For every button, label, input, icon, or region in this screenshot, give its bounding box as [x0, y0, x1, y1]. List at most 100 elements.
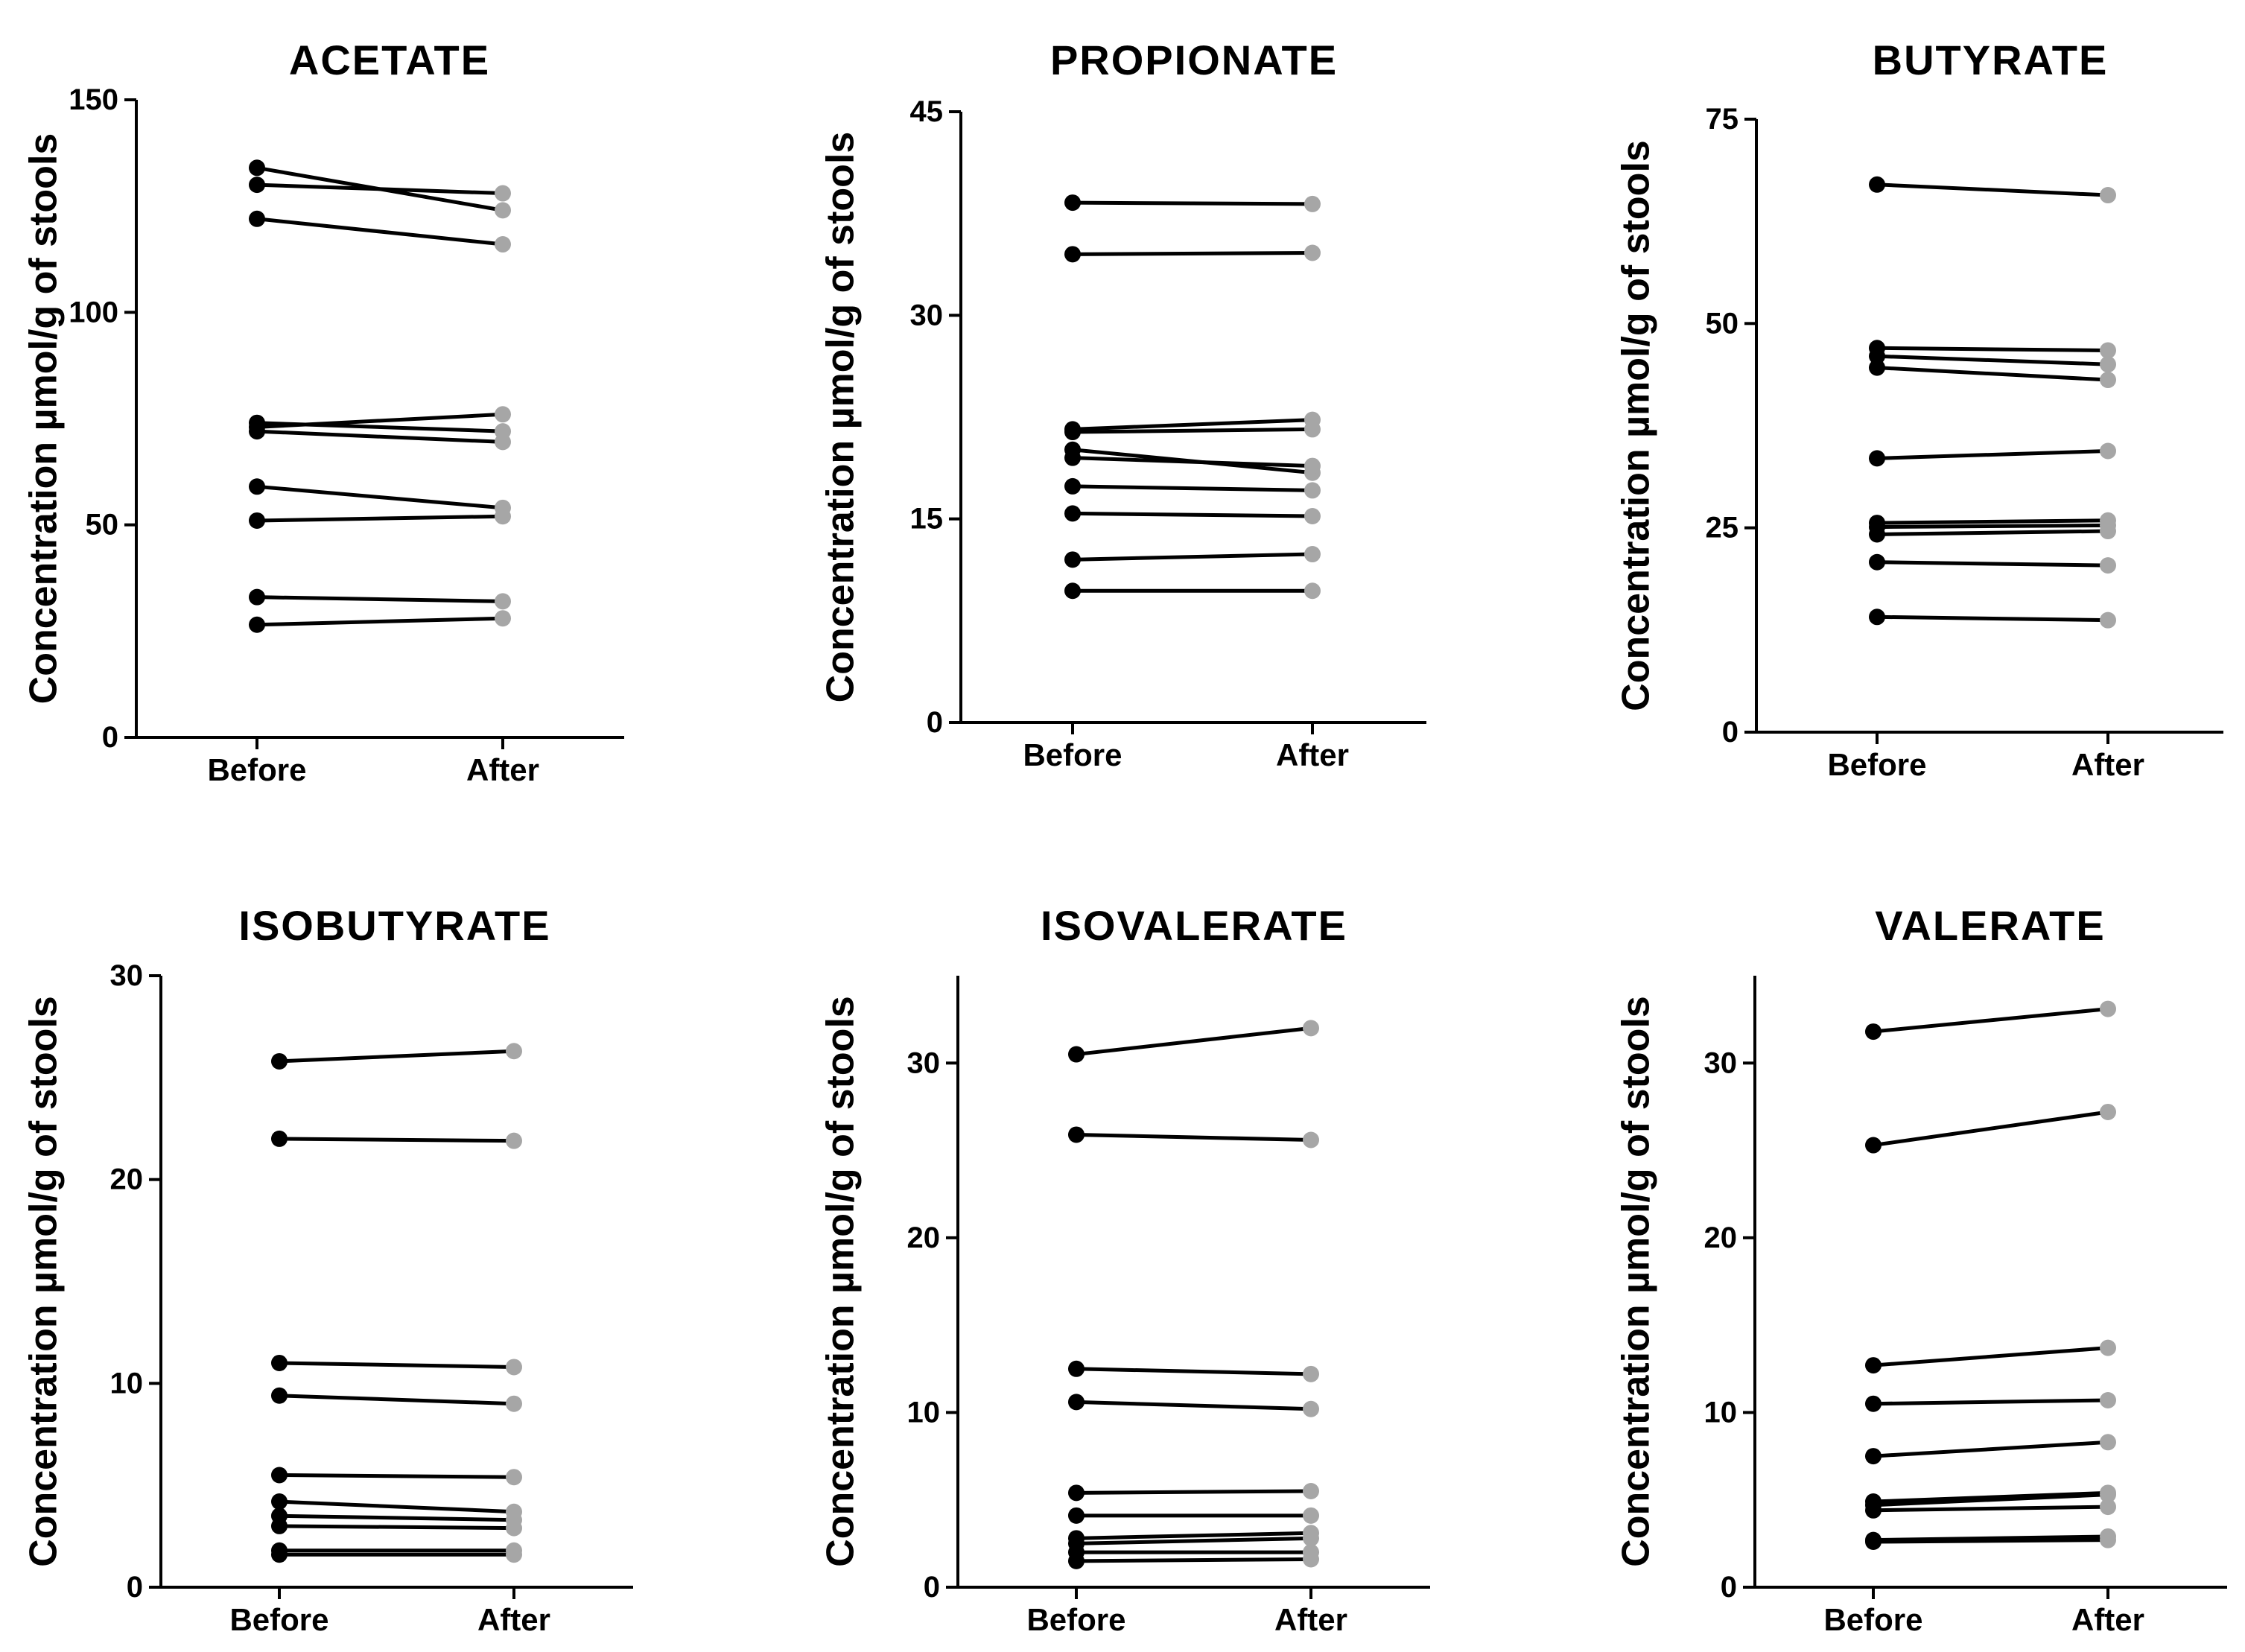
after-point [506, 1546, 522, 1563]
x-tick-label: After [2071, 1602, 2144, 1637]
before-point [1869, 450, 1885, 467]
before-point [1068, 1126, 1085, 1143]
y-axis-label: Concentration µmol/g of stools [819, 132, 863, 703]
before-point [249, 210, 265, 227]
before-point [271, 1354, 288, 1371]
series-line [1076, 1026, 1312, 1057]
after-point [1303, 1551, 1319, 1568]
chart-title: ACETATE [289, 36, 490, 83]
series-line [256, 616, 504, 627]
series-line [256, 429, 504, 444]
series-line [1873, 1398, 2109, 1406]
after-point [2100, 523, 2116, 540]
series-line [256, 412, 504, 429]
before-point [1865, 1448, 1882, 1465]
after-point [1304, 482, 1321, 499]
before-point [1869, 609, 1885, 626]
after-point [1304, 582, 1321, 600]
y-tick-label: 0 [1721, 1571, 1737, 1604]
panel-isobutyrate: ISOBUTYRATE Concentration µmol/g of stool… [22, 902, 633, 1637]
y-axis-label: Concentration µmol/g of stools [22, 996, 66, 1567]
before-point [1064, 449, 1081, 466]
before-point [1869, 553, 1885, 571]
before-point [271, 1467, 288, 1484]
after-point [1303, 1482, 1319, 1499]
before-point [271, 1130, 288, 1147]
series-line [1876, 614, 2109, 623]
after-point [1303, 1530, 1319, 1547]
series-line [1876, 523, 2109, 530]
y-tick-label: 30 [910, 299, 944, 331]
series-line [1873, 1493, 2109, 1508]
after-point [506, 1132, 522, 1149]
series-line [1876, 518, 2109, 525]
y-axis-label: Concentration µmol/g of stools [1615, 996, 1658, 1567]
after-point [495, 610, 511, 627]
before-point [1068, 1552, 1085, 1569]
before-point [249, 423, 265, 440]
after-point [1303, 1020, 1319, 1037]
series-line [1076, 1367, 1312, 1376]
chart-title: ISOBUTYRATE [238, 902, 550, 949]
chart-title: PROPIONATE [1050, 36, 1338, 83]
y-tick-label: 0 [924, 1571, 940, 1604]
after-point [2100, 372, 2116, 389]
before-point [271, 1546, 288, 1563]
before-point [249, 159, 265, 177]
before-point [1064, 246, 1081, 263]
after-point [1304, 244, 1321, 261]
y-tick-label: 20 [907, 1221, 941, 1254]
y-tick-label: 0 [102, 721, 118, 754]
y-tick-label: 0 [927, 706, 943, 739]
after-point [495, 593, 511, 610]
after-point [2100, 1339, 2116, 1356]
chart-title: VALERATE [1875, 902, 2105, 949]
series-line [1072, 200, 1313, 206]
series-line [1876, 560, 2109, 568]
after-point [2100, 1499, 2116, 1516]
series-line [1072, 456, 1313, 468]
y-axis-label: Concentration µmol/g of stools [22, 133, 66, 705]
series-line [1873, 1490, 2109, 1504]
panel-butyrate: BUTYRATE Concentration µmol/g of stools 0 2… [1615, 36, 2223, 782]
before-point [271, 1052, 288, 1070]
before-point [1865, 1534, 1882, 1551]
x-tick-label: Before [229, 1602, 328, 1637]
after-point [506, 1043, 522, 1060]
x-tick-label: Before [1026, 1602, 1125, 1637]
series-line [1876, 529, 2109, 536]
after-point [2100, 611, 2116, 629]
after-point [1304, 508, 1321, 525]
before-point [1865, 1357, 1882, 1374]
before-point [1865, 1395, 1882, 1412]
panel-isovalerate: ISOVALERATE Concentration µmol/g of stool… [819, 902, 1430, 1637]
y-tick-label: 30 [1704, 1046, 1738, 1079]
y-tick-label: 15 [910, 503, 944, 536]
y-tick-label: 10 [1704, 1396, 1738, 1429]
after-point [495, 406, 511, 423]
before-point [271, 1517, 288, 1534]
series-line [1876, 449, 2109, 460]
after-point [495, 185, 511, 202]
y-tick-label: 0 [127, 1571, 143, 1604]
series-line [256, 595, 504, 603]
series-line [1072, 552, 1313, 562]
series-line [1076, 1400, 1312, 1411]
x-tick-label: Before [207, 752, 306, 787]
before-point [1865, 1502, 1882, 1519]
after-point [1304, 195, 1321, 212]
series-line [1873, 1440, 2109, 1458]
after-point [2100, 1486, 2116, 1503]
y-tick-label: 0 [1722, 716, 1738, 749]
series-line [1072, 418, 1313, 431]
series-line [279, 1524, 515, 1531]
after-point [1304, 421, 1321, 438]
after-point [495, 433, 511, 451]
series-line [279, 1472, 515, 1479]
series-line [279, 1394, 515, 1406]
series-line [256, 514, 504, 523]
series-line [1876, 346, 2109, 353]
panel-acetate: ACETATE Concentration µmol/g of stools 0 50… [22, 36, 624, 787]
series-line [256, 484, 504, 510]
after-point [1303, 1365, 1319, 1382]
